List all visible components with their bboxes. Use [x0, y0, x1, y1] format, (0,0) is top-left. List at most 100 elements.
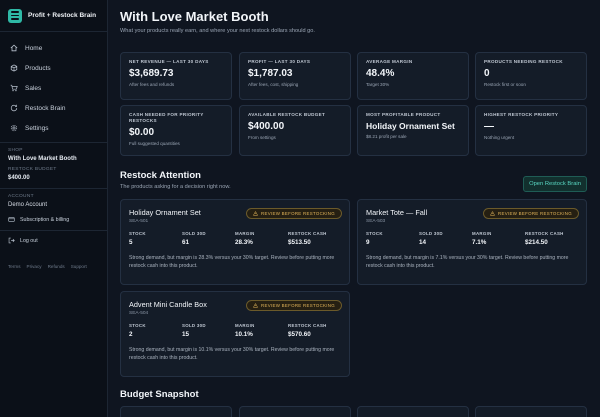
metric-value-stock: 9 — [366, 239, 370, 246]
stat-card-available-budget: AVAILABLE RESTOCK BUDGET $400.00 From se… — [239, 105, 351, 156]
restock-section-subtitle: The products asking for a decision right… — [120, 184, 231, 190]
stat-value: $0.00 — [129, 127, 155, 138]
sidebar-item-label: Home — [25, 44, 43, 52]
open-restock-brain-button[interactable]: Open Restock Brain — [523, 176, 587, 192]
metric-value-cash: $513.50 — [288, 239, 311, 246]
product-name: Advent Mini Candle Box — [129, 300, 207, 309]
subscription-billing-link[interactable]: Subscription & billing — [0, 216, 107, 223]
main-nav: Home Products Sales Restock Brain Settin… — [0, 32, 107, 138]
stat-label: NET REVENUE — LAST 30 DAYS — [129, 59, 209, 64]
stat-card-average-margin: AVERAGE MARGIN 48.4% Target 30% — [357, 52, 469, 100]
app-title: Profit + Restock Brain — [28, 12, 97, 19]
stat-label: AVAILABLE RESTOCK BUDGET — [248, 112, 326, 117]
stat-note: After fees, cost, shipping — [248, 82, 299, 87]
sidebar-item-label: Products — [25, 64, 51, 72]
product-description: Strong demand, but margin is 10.1% versu… — [129, 347, 335, 361]
metric-label-margin: MARGIN — [472, 231, 492, 236]
stat-card-most-profitable: MOST PROFITABLE PRODUCT Holiday Ornament… — [357, 105, 469, 156]
stat-note: Target 30% — [366, 82, 390, 87]
restock-section-title: Restock Attention — [120, 170, 201, 181]
metric-value-sold: 15 — [182, 331, 190, 338]
product-name: Holiday Ornament Set — [129, 208, 201, 217]
product-metrics: STOCK 5 SOLD 30D 61 MARGIN 28.3% RESTOCK CA… — [129, 231, 341, 246]
brand[interactable]: Profit + Restock Brain — [0, 0, 107, 32]
metric-label-cash: RESTOCK CASH — [288, 323, 327, 328]
stat-card-cash-needed: CASH NEEDED FOR PRIORITY RESTOCKS $0.00 … — [120, 105, 232, 156]
sidebar-item-home[interactable]: Home — [0, 38, 107, 58]
product-sku: SEA-503 — [366, 219, 386, 224]
metric-value-margin: 7.1% — [472, 239, 487, 246]
gear-icon — [10, 124, 18, 132]
metric-value-sold: 14 — [419, 239, 427, 246]
main-content: With Love Market Booth What your product… — [120, 0, 600, 417]
metric-label-stock: STOCK — [366, 231, 383, 236]
stat-card-profit: PROFIT — LAST 30 DAYS $1,787.03 After fe… — [239, 52, 351, 100]
metric-label-margin: MARGIN — [235, 231, 255, 236]
footer-link-support[interactable]: Support — [70, 264, 87, 269]
home-icon — [10, 44, 18, 52]
budget-card — [120, 406, 232, 417]
budget-card — [239, 406, 351, 417]
stat-label: PRODUCTS NEEDING RESTOCK — [484, 59, 563, 64]
logout-button[interactable]: Log out — [0, 237, 107, 244]
product-card-advent-mini-candle-box[interactable]: Advent Mini Candle Box SEA-504 REVIEW BE… — [120, 291, 350, 377]
page-title: With Love Market Booth — [120, 9, 269, 24]
product-sku: SEA-501 — [129, 219, 149, 224]
footer-link-terms[interactable]: Terms — [8, 264, 21, 269]
stat-note: After fees and refunds — [129, 82, 175, 87]
sidebar-item-label: Sales — [25, 84, 42, 92]
product-description: Strong demand, but margin is 7.1% versus… — [366, 255, 569, 269]
stat-card-net-revenue: NET REVENUE — LAST 30 DAYS $3,689.73 Aft… — [120, 52, 232, 100]
stat-note: From settings — [248, 135, 276, 140]
sidebar-divider — [0, 230, 107, 231]
sidebar-item-sales[interactable]: Sales — [0, 78, 107, 98]
sidebar-divider — [0, 142, 107, 143]
product-description: Strong demand, but margin is 28.3% versu… — [129, 255, 335, 269]
metric-label-sold: SOLD 30D — [182, 323, 206, 328]
metric-value-cash: $214.50 — [525, 239, 548, 246]
stat-note: Full suggested quantities — [129, 141, 180, 146]
status-badge: REVIEW BEFORE RESTOCKING — [246, 300, 342, 311]
stat-value: $3,689.73 — [129, 68, 174, 79]
product-sku: SEA-504 — [129, 311, 149, 316]
product-card-market-tote-fall[interactable]: Market Tote — Fall SEA-503 REVIEW BEFORE… — [357, 199, 587, 285]
metric-value-margin: 10.1% — [235, 331, 253, 338]
product-metrics: STOCK 2 SOLD 30D 15 MARGIN 10.1% RESTOCK CA… — [129, 323, 341, 338]
sidebar-item-restock-brain[interactable]: Restock Brain — [0, 98, 107, 118]
shop-label: SHOP — [8, 148, 23, 153]
restock-budget-value: $400.00 — [8, 175, 30, 181]
product-name: Market Tote — Fall — [366, 208, 428, 217]
footer-link-refunds[interactable]: Refunds — [47, 264, 65, 269]
status-badge-label: REVIEW BEFORE RESTOCKING — [261, 303, 335, 308]
footer-link-privacy[interactable]: Privacy — [26, 264, 42, 269]
product-card-holiday-ornament-set[interactable]: Holiday Ornament Set SEA-501 REVIEW BEFO… — [120, 199, 350, 285]
logout-label: Log out — [20, 237, 38, 244]
status-badge-label: REVIEW BEFORE RESTOCKING — [261, 211, 335, 216]
stat-card-products-needing-restock: PRODUCTS NEEDING RESTOCK 0 Restock first… — [475, 52, 587, 100]
card-icon — [8, 217, 15, 222]
cart-icon — [10, 84, 18, 92]
sidebar-item-products[interactable]: Products — [0, 58, 107, 78]
stat-value: $400.00 — [248, 121, 285, 132]
warning-icon — [253, 211, 259, 216]
budget-card — [475, 406, 587, 417]
metric-value-stock: 2 — [129, 331, 133, 338]
box-icon — [10, 64, 18, 72]
sidebar-item-settings[interactable]: Settings — [0, 118, 107, 138]
refresh-icon — [10, 104, 18, 112]
stat-value: $1,787.03 — [248, 68, 293, 79]
metric-label-stock: STOCK — [129, 323, 146, 328]
metric-label-cash: RESTOCK CASH — [525, 231, 564, 236]
status-badge-label: REVIEW BEFORE RESTOCKING — [498, 211, 572, 216]
status-badge: REVIEW BEFORE RESTOCKING — [246, 208, 342, 219]
stack-logo-icon — [8, 8, 22, 23]
stat-note: $8.21 profit per sale — [366, 134, 407, 139]
stat-value: — — [484, 121, 494, 132]
warning-icon — [253, 303, 259, 308]
stat-value: Holiday Ornament Set — [366, 121, 455, 131]
warning-icon — [490, 211, 496, 216]
stat-label: MOST PROFITABLE PRODUCT — [366, 112, 441, 117]
restock-budget-label: RESTOCK BUDGET — [8, 167, 57, 172]
account-label: ACCOUNT — [8, 194, 34, 199]
subscription-billing-label: Subscription & billing — [20, 216, 70, 223]
